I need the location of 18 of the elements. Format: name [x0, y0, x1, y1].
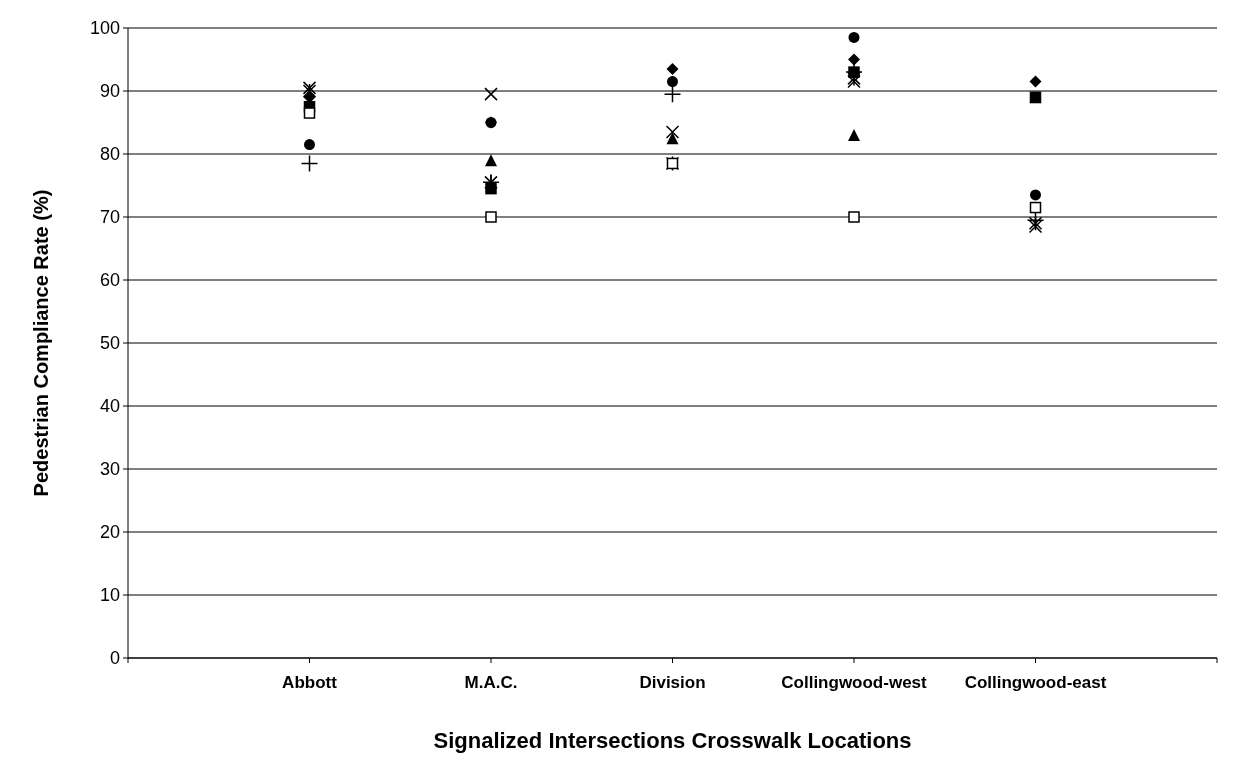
y-axis-title: Pedestrian Compliance Rate (%) [30, 189, 52, 497]
y-tick-label: 70 [99, 207, 120, 228]
x-axis-title: Signalized Intersections Crosswalk Locations [433, 728, 912, 753]
y-tick-label: 90 [99, 81, 120, 102]
x-tick-label: M.A.C. [464, 673, 518, 692]
x-tick-label: Abbott [282, 673, 338, 692]
y-tick-label: 100 [89, 18, 120, 39]
y-tick-label: 20 [99, 522, 120, 543]
x-tick-label: Collingwood-east [964, 673, 1107, 692]
x-tick-label: Collingwood-west [781, 673, 928, 692]
y-tick-label: 50 [99, 333, 120, 354]
y-tick-label: 80 [99, 144, 120, 165]
y-tick-label: 60 [99, 270, 120, 291]
x-tick-label: Division [639, 673, 706, 692]
y-tick-label: 30 [99, 459, 120, 480]
y-tick-label: 40 [99, 396, 120, 417]
y-tick-label: 10 [99, 585, 120, 606]
y-tick-label: 0 [109, 648, 120, 669]
